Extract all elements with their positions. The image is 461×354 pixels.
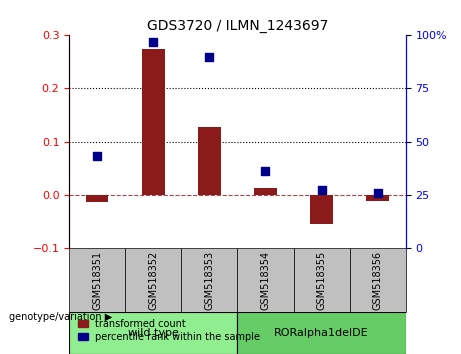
FancyBboxPatch shape [69, 248, 125, 312]
Text: genotype/variation ▶: genotype/variation ▶ [9, 312, 112, 322]
Point [318, 188, 325, 193]
Legend: transformed count, percentile rank within the sample: transformed count, percentile rank withi… [74, 315, 264, 346]
Text: GSM518355: GSM518355 [317, 251, 326, 310]
FancyBboxPatch shape [69, 312, 237, 354]
Text: GSM518353: GSM518353 [204, 251, 214, 310]
FancyBboxPatch shape [237, 248, 294, 312]
Bar [366, 195, 389, 201]
FancyBboxPatch shape [125, 248, 181, 312]
Point [206, 54, 213, 59]
Point [374, 190, 381, 195]
Bar [142, 48, 165, 195]
Text: GSM518351: GSM518351 [92, 251, 102, 310]
Bar [254, 188, 277, 195]
Bar [198, 127, 220, 195]
Text: GSM518354: GSM518354 [260, 251, 271, 310]
Text: GSM518352: GSM518352 [148, 251, 158, 310]
Point [262, 169, 269, 174]
Bar [310, 195, 333, 224]
Point [94, 154, 101, 159]
FancyBboxPatch shape [181, 248, 237, 312]
FancyBboxPatch shape [349, 248, 406, 312]
Point [149, 39, 157, 45]
Title: GDS3720 / ILMN_1243697: GDS3720 / ILMN_1243697 [147, 19, 328, 33]
Text: GSM518356: GSM518356 [372, 251, 383, 310]
Text: wild type: wild type [128, 328, 179, 338]
Text: RORalpha1delDE: RORalpha1delDE [274, 328, 369, 338]
FancyBboxPatch shape [237, 312, 406, 354]
Bar [86, 195, 108, 201]
FancyBboxPatch shape [294, 248, 349, 312]
